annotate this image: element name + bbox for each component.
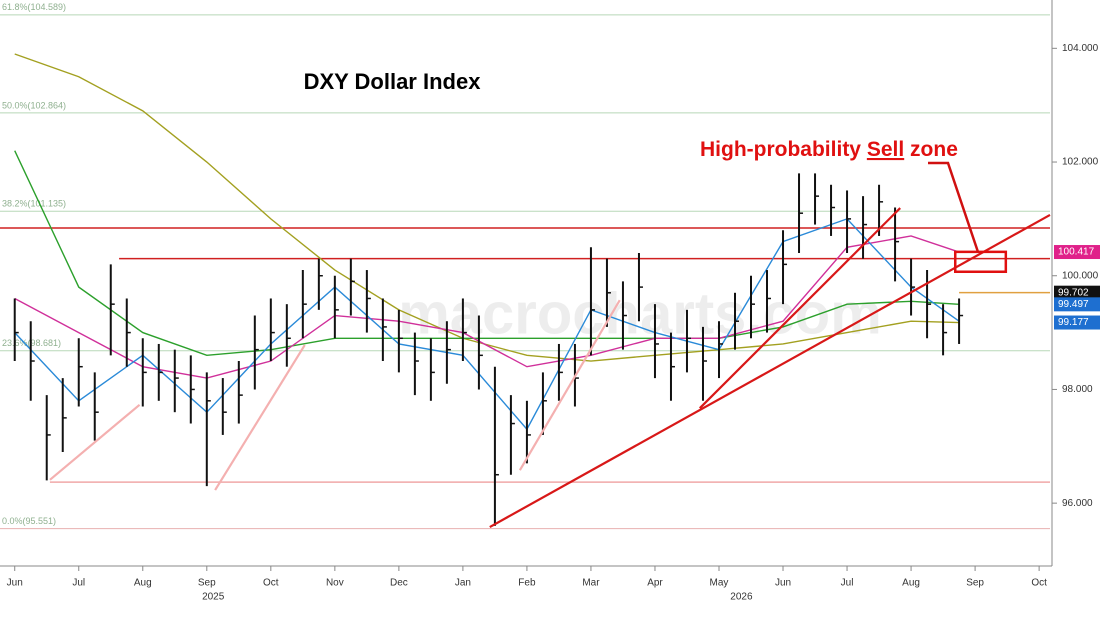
grid-layer: 61.8%(104.589) 50.0%(102.864) 38.2%(101.13… — [0, 2, 1050, 530]
annotation: High-probability Sell zone — [700, 138, 958, 161]
x-tick-label: Jul — [72, 578, 85, 589]
trendline — [699, 207, 901, 409]
trendline — [214, 344, 306, 491]
annotation-part: Sell — [867, 138, 904, 161]
x-tick-label: Oct — [1031, 578, 1047, 589]
fib-level-label: 0.0%(95.551) — [2, 516, 56, 526]
x-tick-label: May — [710, 578, 729, 589]
plot-layer — [13, 53, 1051, 528]
last-value-label: 99.497 — [1058, 299, 1089, 310]
x-tick-label: Jul — [841, 578, 854, 589]
y-tick-label: 100.000 — [1062, 270, 1099, 281]
x-tick-label: Jan — [455, 578, 471, 589]
x-tick-label: Oct — [263, 578, 279, 589]
trendline — [489, 213, 1051, 528]
x-tick-label: Aug — [134, 578, 152, 589]
last-value-label: 99.702 — [1058, 287, 1089, 298]
last-value-box — [1054, 315, 1100, 330]
last-value-label: 100.417 — [1058, 247, 1095, 258]
fib-level-label: 50.0%(102.864) — [2, 100, 66, 110]
x-tick-label: Mar — [582, 578, 600, 589]
year-label: 2025 — [202, 592, 225, 603]
trendline — [518, 299, 621, 471]
x-tick-label: Jun — [7, 578, 23, 589]
annotation-part: zone — [910, 138, 958, 161]
sell-zone — [953, 250, 1008, 274]
last-value-box — [1054, 245, 1100, 260]
y-tick-label: 104.000 — [1062, 43, 1099, 54]
x-tick-label: Jun — [775, 578, 791, 589]
chart-title: DXY Dollar Index — [304, 69, 482, 94]
annotation-pointer — [928, 161, 980, 253]
y-tick-label: 96.000 — [1062, 498, 1093, 509]
y-tick-label: 102.000 — [1062, 157, 1099, 168]
x-tick-label: Nov — [326, 578, 344, 589]
x-tick-label: Aug — [902, 578, 920, 589]
y-tick-label: 98.000 — [1062, 384, 1093, 395]
x-tick-label: Sep — [966, 578, 984, 589]
last-value-label: 99.177 — [1058, 317, 1089, 328]
x-tick-label: Apr — [647, 578, 663, 589]
last-value-box — [1054, 285, 1100, 300]
x-tick-label: Sep — [198, 578, 216, 589]
fib-level-label: 61.8%(104.589) — [2, 2, 66, 12]
last-value-box — [1054, 297, 1100, 312]
annotation-part: High-probability — [700, 138, 861, 161]
x-tick-label: Feb — [518, 578, 536, 589]
fib-level-label: 38.2%(101.135) — [2, 199, 66, 209]
axes-layer: 96.000 98.000 100.000 102.000 104.000 Jun Jul A… — [7, 43, 1100, 603]
x-tick-label: Dec — [390, 578, 408, 589]
year-label: 2026 — [730, 592, 753, 603]
trendline — [49, 403, 141, 481]
moving-average — [14, 53, 960, 362]
moving-average — [14, 150, 960, 357]
